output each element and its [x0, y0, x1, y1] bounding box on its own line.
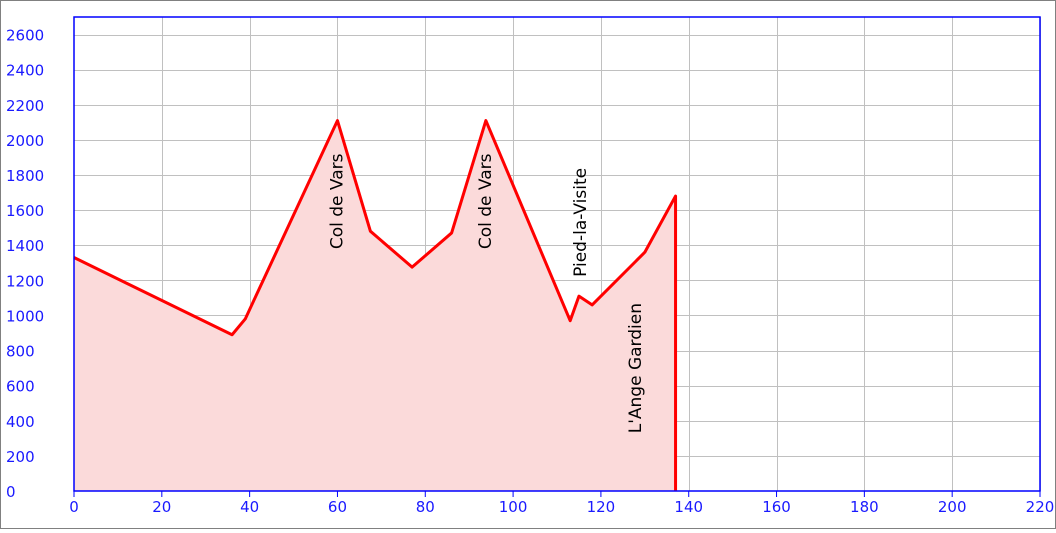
x-tick-label: 160 [762, 498, 791, 516]
annotation-label: Col de Vars [327, 153, 347, 249]
y-tick-label: 1800 [6, 167, 44, 185]
y-tick-label: 1600 [6, 202, 44, 220]
y-tick-label: 400 [6, 413, 35, 431]
x-tick-label: 0 [69, 498, 79, 516]
y-tick-label: 1400 [6, 237, 44, 255]
annotation-label: Pied-la-Visite [571, 168, 591, 277]
annotation-label: L'Ange Gardien [626, 303, 646, 433]
y-tick-label: 1000 [6, 307, 44, 325]
x-tick-label: 140 [674, 498, 703, 516]
x-tick-label: 20 [152, 498, 171, 516]
x-tick-label: 200 [938, 498, 967, 516]
y-tick-label: 2200 [6, 97, 44, 115]
y-tick-label: 200 [6, 448, 35, 466]
y-tick-label: 0 [6, 483, 16, 501]
x-tick-label: 220 [1026, 498, 1055, 516]
elevation-line [73, 119, 678, 491]
y-tick-label: 600 [6, 378, 35, 396]
annotations: Col de Vars Col de Vars Pied-la-Visite L'An… [327, 153, 646, 433]
x-tick-label: 60 [328, 498, 347, 516]
x-tick-label: 120 [587, 498, 616, 516]
y-tick-label: 800 [6, 343, 35, 361]
x-axis-labels: 0 20 40 60 80 100 120 140 160 180 200 220 [69, 491, 1054, 516]
elevation-area [74, 120, 676, 492]
y-tick-label: 2400 [6, 62, 44, 80]
plot-frame [73, 16, 1041, 492]
y-tick-label: 1200 [6, 272, 44, 290]
y-tick-label: 2600 [6, 27, 44, 45]
y-tick-label: 2000 [6, 132, 44, 150]
y-axis-labels: 0 200 400 600 800 1000 1200 1400 1600 1800 2000 220… [6, 27, 44, 501]
x-tick-label: 40 [240, 498, 259, 516]
x-tick-label: 100 [499, 498, 528, 516]
x-tick-label: 180 [850, 498, 879, 516]
x-tick-label: 80 [416, 498, 435, 516]
annotation-label: Col de Vars [476, 153, 496, 249]
